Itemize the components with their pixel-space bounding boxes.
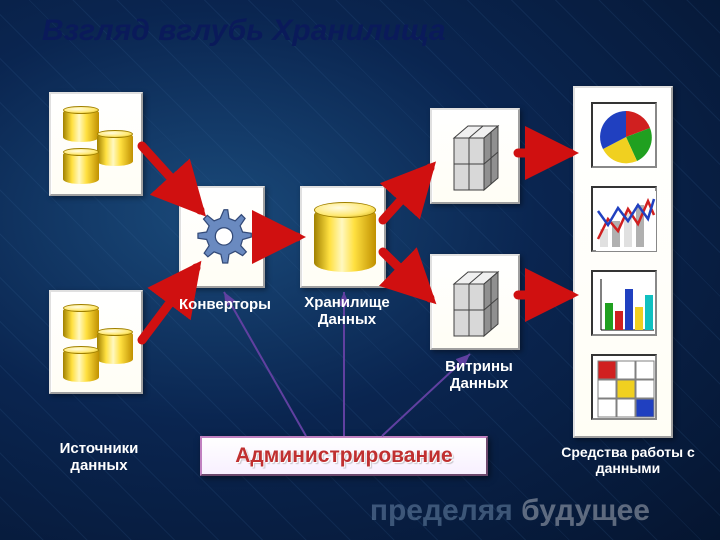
gear-icon — [193, 206, 255, 268]
grid-chart-icon — [591, 354, 657, 420]
label-converters: Конверторы — [170, 296, 280, 313]
footer-decor: пределяя будущее — [370, 494, 650, 528]
label-tools: Средства работы с данными — [548, 444, 708, 476]
label-sources: Источники данных — [34, 440, 164, 474]
box-converters — [179, 186, 265, 288]
box-warehouse — [300, 186, 386, 288]
cylinder-icon — [314, 206, 376, 272]
box-mart-1 — [430, 108, 520, 204]
cube-icon — [446, 122, 508, 192]
label-warehouse: Хранилище Данных — [292, 294, 402, 328]
box-tools — [573, 86, 673, 438]
box-mart-2 — [430, 254, 520, 350]
pie-chart-icon — [591, 102, 657, 168]
label-marts: Витрины Данных — [424, 358, 534, 392]
cube-icon — [446, 268, 508, 338]
admin-label: Администрирование — [235, 444, 452, 468]
bar-chart-icon — [591, 270, 657, 336]
line-chart-icon — [591, 186, 657, 252]
box-admin: Администрирование — [200, 436, 488, 476]
box-source-1 — [49, 92, 143, 196]
page-title: Взгляд вглубь Хранилища — [42, 14, 446, 48]
box-source-2 — [49, 290, 143, 394]
